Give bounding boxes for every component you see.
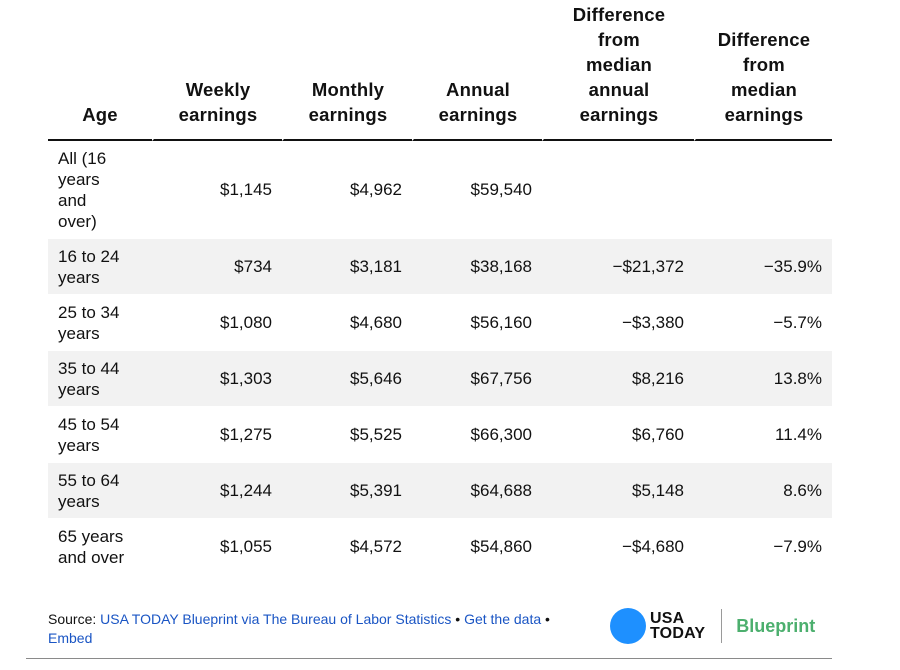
annual-earnings-cell: $64,688 [412, 463, 542, 519]
table-row: 25 to 34 years $1,080 $4,680 $56,160 −$3,380−… [48, 295, 832, 351]
header-difference-percent: Difference from median earnings [694, 0, 832, 141]
monthly-earnings-cell: $4,572 [282, 519, 412, 575]
weekly-earnings-cell: $1,055 [152, 519, 282, 575]
blueprint-wordmark: Blueprint [736, 615, 816, 636]
weekly-earnings-cell: $734 [152, 239, 282, 295]
table-header-row: Age Weekly earnings Monthly earnings Annua… [48, 0, 832, 141]
difference-percent-cell: 11.4% [694, 407, 832, 463]
bottom-divider [26, 658, 832, 659]
header-difference-annual: Difference from median annual earnings [542, 0, 694, 141]
weekly-earnings-cell: $1,244 [152, 463, 282, 519]
difference-annual-cell [542, 141, 694, 239]
annual-earnings-cell: $59,540 [412, 141, 542, 239]
header-annual-earnings: Annual earnings [412, 0, 542, 141]
difference-percent-cell [694, 141, 832, 239]
weekly-earnings-cell: $1,080 [152, 295, 282, 351]
difference-annual-cell: $6,760 [542, 407, 694, 463]
difference-percent-cell: 8.6% [694, 463, 832, 519]
monthly-earnings-cell: $3,181 [282, 239, 412, 295]
difference-annual-cell: −$4,680 [542, 519, 694, 575]
weekly-earnings-cell: $1,275 [152, 407, 282, 463]
monthly-earnings-cell: $5,646 [282, 351, 412, 407]
footer-separator: • [451, 611, 465, 627]
source-footer: Source: USA TODAY Blueprint via The Bure… [48, 610, 588, 648]
usa-today-dot-icon [610, 608, 646, 644]
footer-separator: • [541, 611, 550, 627]
monthly-earnings-cell: $5,525 [282, 407, 412, 463]
annual-earnings-cell: $38,168 [412, 239, 542, 295]
monthly-earnings-cell: $4,962 [282, 141, 412, 239]
annual-earnings-cell: $56,160 [412, 295, 542, 351]
table-row: All (16 years and over) $1,145 $4,962 $59,540 [48, 141, 832, 239]
usa-today-blueprint-logo[interactable]: USA TODAY Blueprint [610, 606, 815, 646]
difference-annual-cell: $8,216 [542, 351, 694, 407]
table-row: 45 to 54 years $1,275 $5,525 $66,300 $6,760 11… [48, 407, 832, 463]
weekly-earnings-cell: $1,303 [152, 351, 282, 407]
annual-earnings-cell: $67,756 [412, 351, 542, 407]
header-monthly-earnings: Monthly earnings [282, 0, 412, 141]
monthly-earnings-cell: $5,391 [282, 463, 412, 519]
earnings-table: Age Weekly earnings Monthly earnings Annua… [48, 0, 832, 575]
table-row: 55 to 64 years $1,244 $5,391 $64,688 $5,148 8.… [48, 463, 832, 519]
age-cell: 45 to 54 years [48, 407, 152, 463]
difference-annual-cell: −$3,380 [542, 295, 694, 351]
source-link[interactable]: USA TODAY Blueprint via The Bureau of La… [100, 611, 452, 627]
difference-percent-cell: −5.7% [694, 295, 832, 351]
table-row: 35 to 44 years $1,303 $5,646 $67,756 $8,216 13… [48, 351, 832, 407]
annual-earnings-cell: $54,860 [412, 519, 542, 575]
age-cell: 16 to 24 years [48, 239, 152, 295]
difference-annual-cell: −$21,372 [542, 239, 694, 295]
age-cell: 65 years and over [48, 519, 152, 575]
usa-today-wordmark: USA TODAY [650, 610, 706, 642]
header-weekly-earnings: Weekly earnings [152, 0, 282, 141]
difference-percent-cell: 13.8% [694, 351, 832, 407]
difference-annual-cell: $5,148 [542, 463, 694, 519]
source-prefix: Source: [48, 611, 101, 627]
table-row: 65 years and over $1,055 $4,572 $54,860 −$4,6… [48, 519, 832, 575]
header-age: Age [48, 0, 152, 141]
age-cell: 55 to 64 years [48, 463, 152, 519]
get-the-data-link[interactable]: Get the data [464, 611, 542, 627]
difference-percent-cell: −7.9% [694, 519, 832, 575]
table-row: 16 to 24 years $734 $3,181 $38,168 −$21,372 −3… [48, 239, 832, 295]
age-cell: All (16 years and over) [48, 141, 152, 239]
earnings-table-container: Age Weekly earnings Monthly earnings Annua… [48, 0, 832, 575]
age-cell: 25 to 34 years [48, 295, 152, 351]
annual-earnings-cell: $66,300 [412, 407, 542, 463]
weekly-earnings-cell: $1,145 [152, 141, 282, 239]
difference-percent-cell: −35.9% [694, 239, 832, 295]
monthly-earnings-cell: $4,680 [282, 295, 412, 351]
logo-today-text: TODAY [650, 625, 706, 642]
logo-divider [721, 609, 723, 643]
age-cell: 35 to 44 years [48, 351, 152, 407]
embed-link[interactable]: Embed [48, 630, 93, 646]
logo-usa-text: USA [650, 610, 685, 627]
